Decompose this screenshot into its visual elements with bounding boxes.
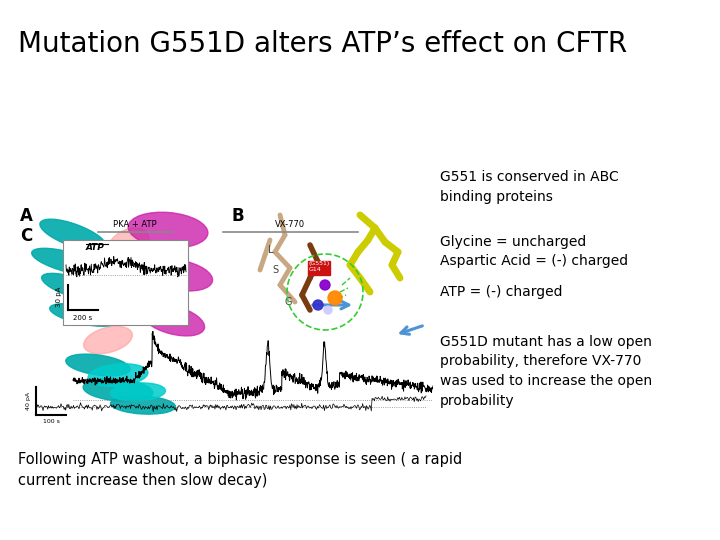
Circle shape (127, 282, 133, 288)
Text: 40 pA: 40 pA (26, 392, 31, 410)
Text: C: C (20, 227, 32, 245)
Circle shape (328, 291, 342, 305)
Text: G14: G14 (309, 267, 322, 272)
Circle shape (140, 274, 146, 280)
Ellipse shape (40, 219, 106, 251)
Text: (G551): (G551) (309, 261, 330, 266)
Bar (308, 261, 330, 275)
Text: 200 s: 200 s (73, 315, 93, 321)
Ellipse shape (84, 326, 132, 354)
Circle shape (131, 285, 145, 299)
Text: A: A (20, 207, 33, 225)
Text: ATP: ATP (86, 243, 105, 252)
Text: L: L (268, 245, 274, 255)
Bar (63, 240, 188, 325)
Ellipse shape (107, 228, 149, 262)
Text: 100 s: 100 s (42, 419, 60, 424)
Circle shape (118, 270, 128, 280)
Ellipse shape (111, 396, 176, 414)
Text: 30 pA: 30 pA (56, 287, 62, 307)
Ellipse shape (88, 364, 148, 386)
Circle shape (139, 275, 153, 289)
Text: B: B (232, 207, 245, 225)
Ellipse shape (32, 248, 104, 276)
Bar (113, 245, 168, 295)
Circle shape (313, 300, 323, 310)
Circle shape (320, 280, 330, 290)
Text: Mutation G551D alters ATP’s effect on CFTR: Mutation G551D alters ATP’s effect on CF… (18, 30, 627, 58)
Circle shape (129, 271, 137, 279)
Text: G551 is conserved in ABC
binding proteins: G551 is conserved in ABC binding protein… (440, 170, 618, 204)
Text: Following ATP washout, a biphasic response is seen ( a rapid
current increase th: Following ATP washout, a biphasic respon… (18, 452, 462, 488)
Ellipse shape (141, 304, 204, 336)
Ellipse shape (50, 303, 117, 326)
Text: G551D mutant has a low open
probability, therefore VX-770
was used to increase t: G551D mutant has a low open probability,… (440, 335, 652, 408)
Text: VX-770: VX-770 (275, 220, 305, 229)
Text: Glycine = uncharged
Aspartic Acid = (-) charged: Glycine = uncharged Aspartic Acid = (-) … (440, 235, 628, 268)
Circle shape (324, 306, 332, 314)
Circle shape (127, 263, 145, 281)
Text: G: G (285, 297, 292, 307)
Text: ATP = (-) charged: ATP = (-) charged (440, 285, 562, 299)
Ellipse shape (83, 379, 153, 401)
Ellipse shape (42, 273, 110, 302)
Ellipse shape (111, 383, 166, 401)
Ellipse shape (66, 354, 130, 376)
Ellipse shape (128, 212, 208, 248)
Circle shape (120, 274, 136, 290)
Text: PKA + ATP: PKA + ATP (113, 220, 157, 229)
Text: S: S (272, 265, 278, 275)
Ellipse shape (143, 259, 212, 291)
